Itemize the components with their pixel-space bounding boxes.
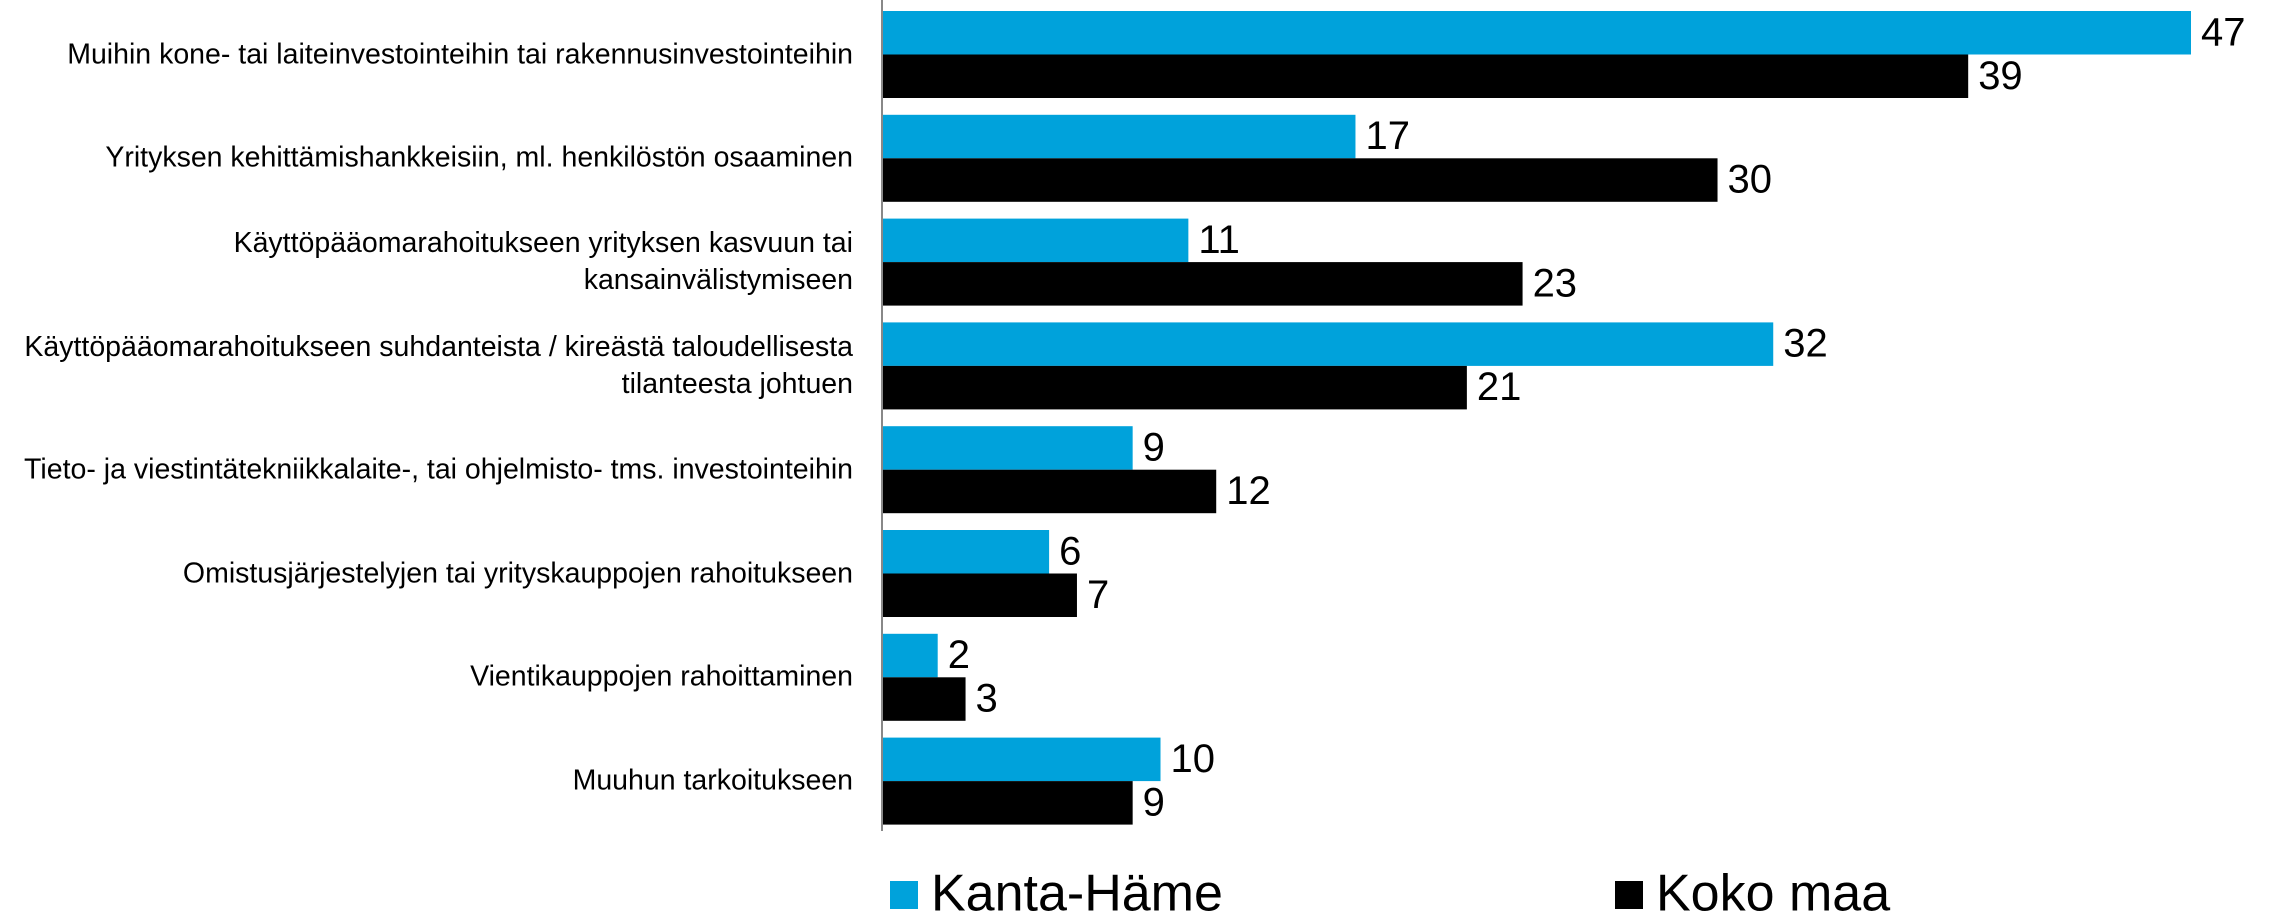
value-label: 9 [1143, 780, 1165, 824]
bar [882, 322, 1774, 366]
legend-swatch [1615, 881, 1643, 909]
bar [882, 530, 1050, 574]
value-label: 21 [1477, 365, 1522, 409]
bar [882, 262, 1523, 306]
value-label: 6 [1059, 529, 1081, 573]
value-label: 7 [1087, 573, 1109, 617]
value-label: 12 [1226, 469, 1271, 513]
value-label: 11 [1198, 218, 1240, 262]
value-label: 23 [1533, 261, 1578, 305]
value-label: 39 [1978, 54, 2023, 98]
bar [882, 737, 1161, 782]
value-label: 10 [1171, 737, 1216, 781]
category-label: Vientikauppojen rahoittaminen [470, 660, 853, 693]
legend-label: Kanta-Häme [931, 865, 1223, 915]
value-label: 9 [1143, 426, 1165, 470]
legend-label: Koko maa [1656, 865, 1890, 915]
value-label: 32 [1783, 322, 1828, 366]
legend-swatch [890, 881, 918, 909]
bar [882, 677, 966, 721]
category-label: Yrityksen kehittämishankkeisiin, ml. hen… [105, 141, 853, 174]
bar [882, 426, 1133, 470]
value-label: 2 [948, 633, 970, 677]
bar [882, 573, 1077, 617]
bar [882, 54, 1969, 98]
value-label: 30 [1728, 158, 1773, 202]
value-label: 3 [976, 677, 998, 721]
bar [882, 365, 1467, 410]
value-label: 17 [1365, 114, 1410, 158]
category-label: Muihin kone- tai laiteinvestointeihin ta… [67, 38, 853, 70]
bar [882, 114, 1356, 159]
category-label: Käyttöpääomarahoitukseen suhdanteista / … [24, 330, 853, 400]
bar [882, 633, 938, 678]
value-label: 47 [2201, 10, 2246, 54]
category-label: Käyttöpääomarahoitukseen yrityksen kasvu… [233, 227, 853, 297]
bar [882, 469, 1217, 514]
category-label: Tieto- ja viestintätekniikkalaite-, tai … [24, 453, 853, 486]
bar [882, 158, 1718, 202]
bar [882, 781, 1133, 825]
bar [882, 218, 1189, 263]
category-label: Omistusjärjestelyjen tai yrityskauppojen… [182, 557, 853, 589]
category-label: Muuhun tarkoitukseen [572, 764, 853, 797]
bar [882, 11, 2191, 55]
